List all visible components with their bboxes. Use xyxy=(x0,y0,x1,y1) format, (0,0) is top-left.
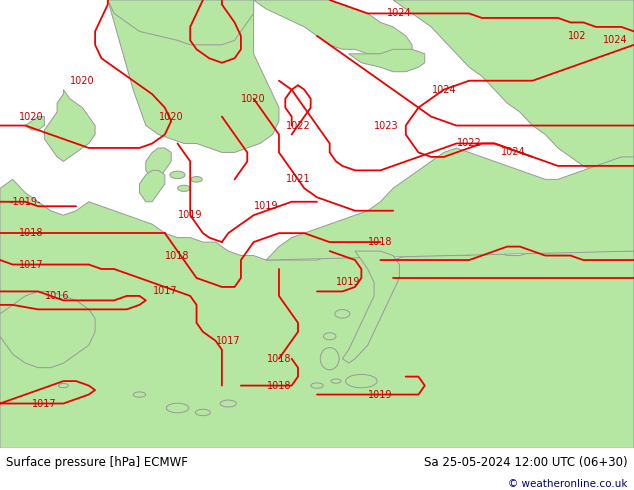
Polygon shape xyxy=(170,171,185,179)
Polygon shape xyxy=(191,176,202,182)
Text: 1019: 1019 xyxy=(178,210,202,220)
Polygon shape xyxy=(320,347,339,370)
Polygon shape xyxy=(254,0,412,58)
Text: 1017: 1017 xyxy=(153,287,177,296)
Text: 1018: 1018 xyxy=(20,228,44,238)
Polygon shape xyxy=(349,49,425,72)
Text: 1020: 1020 xyxy=(20,112,44,122)
Text: 1018: 1018 xyxy=(267,381,291,391)
Text: 1023: 1023 xyxy=(375,121,399,130)
Polygon shape xyxy=(195,409,210,416)
Text: © weatheronline.co.uk: © weatheronline.co.uk xyxy=(508,479,628,489)
Polygon shape xyxy=(146,148,171,179)
Text: 1022: 1022 xyxy=(285,121,311,130)
Polygon shape xyxy=(139,171,165,202)
Polygon shape xyxy=(108,0,279,152)
Polygon shape xyxy=(335,310,350,318)
Polygon shape xyxy=(167,403,189,413)
Polygon shape xyxy=(393,0,634,175)
Text: 1017: 1017 xyxy=(216,336,240,346)
Polygon shape xyxy=(220,400,236,407)
Polygon shape xyxy=(331,379,341,383)
Polygon shape xyxy=(0,179,634,448)
Text: 1024: 1024 xyxy=(387,8,411,19)
Text: 1024: 1024 xyxy=(501,147,526,157)
Text: -1019-: -1019- xyxy=(10,197,41,207)
Text: 1018: 1018 xyxy=(165,250,190,261)
Polygon shape xyxy=(342,251,399,363)
Polygon shape xyxy=(25,117,44,130)
Text: 1020: 1020 xyxy=(242,94,266,104)
Text: 1019: 1019 xyxy=(337,277,361,288)
Text: Sa 25-05-2024 12:00 UTC (06+30): Sa 25-05-2024 12:00 UTC (06+30) xyxy=(424,456,628,469)
Polygon shape xyxy=(58,384,68,388)
Polygon shape xyxy=(266,148,634,260)
Polygon shape xyxy=(346,374,377,388)
Text: 1019: 1019 xyxy=(368,390,392,399)
Text: 1024: 1024 xyxy=(432,85,456,95)
Polygon shape xyxy=(133,392,146,397)
Polygon shape xyxy=(311,383,323,388)
Text: 1019: 1019 xyxy=(254,201,278,211)
Polygon shape xyxy=(323,333,336,340)
Text: 1020: 1020 xyxy=(159,112,183,122)
Text: 1024: 1024 xyxy=(603,35,627,46)
Text: 1018: 1018 xyxy=(368,237,392,247)
Text: 1017: 1017 xyxy=(20,260,44,270)
Text: 1021: 1021 xyxy=(286,174,310,184)
Text: 1016: 1016 xyxy=(45,291,69,301)
Text: 1018: 1018 xyxy=(267,354,291,364)
Text: 1022: 1022 xyxy=(456,139,482,148)
Text: 1017: 1017 xyxy=(32,398,56,409)
Text: 1020: 1020 xyxy=(70,75,94,86)
Polygon shape xyxy=(44,90,95,161)
Polygon shape xyxy=(178,185,190,192)
Text: 102: 102 xyxy=(567,31,586,41)
Text: Surface pressure [hPa] ECMWF: Surface pressure [hPa] ECMWF xyxy=(6,456,188,469)
Polygon shape xyxy=(108,0,254,45)
Polygon shape xyxy=(0,292,95,368)
